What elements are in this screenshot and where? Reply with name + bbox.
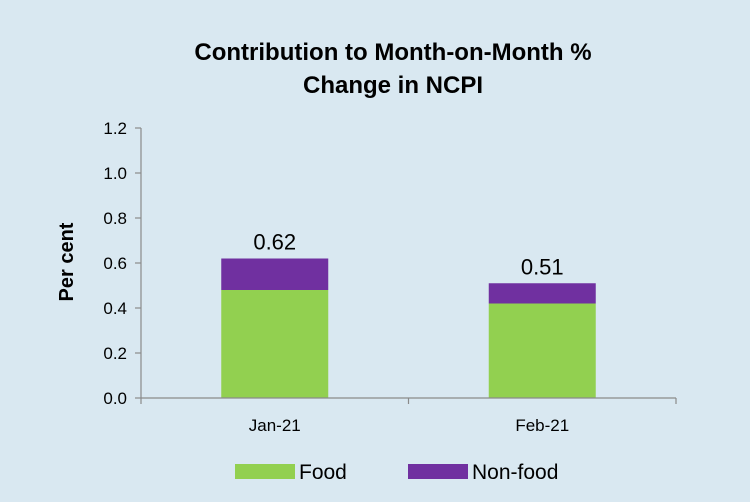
bar-non-food-jan-21 — [221, 258, 329, 290]
legend-label-non-food: Non-food — [472, 461, 558, 484]
bar-food-feb-21 — [488, 303, 596, 398]
y-axis-label: Per cent — [56, 222, 78, 301]
legend-swatch-food — [235, 464, 295, 479]
y-tick-label: 0.2 — [103, 344, 127, 363]
chart-title-line-2: Change in NCPI — [303, 72, 483, 99]
legend-swatch-non-food — [408, 464, 468, 479]
data-labels: 0.62 0.51 — [253, 230, 563, 280]
y-tick-label: 0.0 — [103, 389, 127, 408]
bar-food-jan-21 — [221, 290, 329, 398]
y-axis: 0.0 0.2 0.4 0.6 0.8 1.0 1.2 — [103, 119, 142, 408]
x-axis: Jan-21 Feb-21 — [140, 397, 677, 435]
y-tick-label: 0.4 — [103, 299, 127, 318]
data-label-total: 0.51 — [521, 254, 564, 279]
x-tick-label: Jan-21 — [249, 416, 301, 435]
legend: Food Non-food — [235, 461, 558, 484]
bars — [221, 258, 596, 398]
bar-non-food-feb-21 — [488, 283, 596, 304]
y-tick-label: 0.8 — [103, 209, 127, 228]
y-tick-label: 1.0 — [103, 164, 127, 183]
y-tick-label: 1.2 — [103, 119, 127, 138]
y-tick-label: 0.6 — [103, 254, 127, 273]
legend-label-food: Food — [299, 461, 347, 484]
data-label-total: 0.62 — [253, 230, 296, 255]
chart-title-line-1: Contribution to Month-on-Month % — [194, 39, 591, 66]
x-tick-label: Feb-21 — [515, 416, 569, 435]
